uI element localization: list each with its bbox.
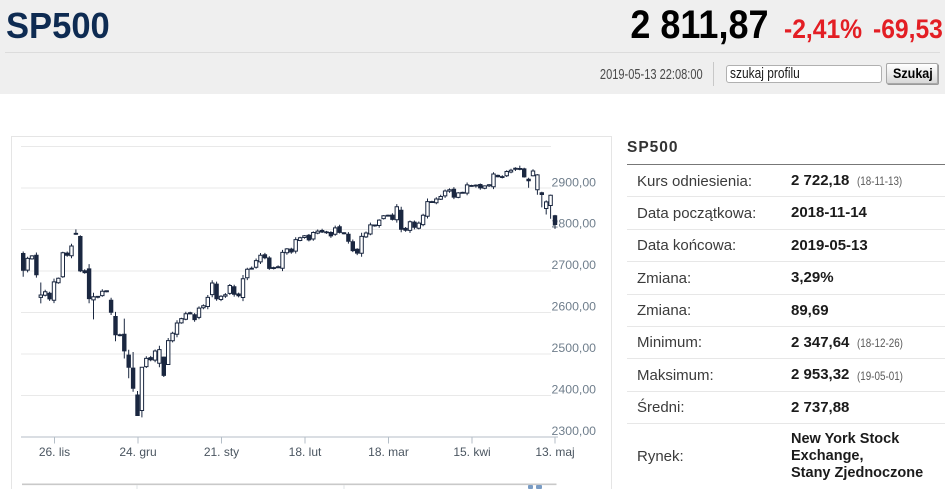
svg-text:2900,00: 2900,00 bbox=[552, 175, 597, 189]
svg-text:21. sty: 21. sty bbox=[204, 445, 239, 459]
svg-text:13. maj: 13. maj bbox=[535, 445, 574, 459]
svg-text:18. mar: 18. mar bbox=[368, 445, 409, 459]
svg-text:2800,00: 2800,00 bbox=[552, 217, 597, 231]
svg-text:26. lis: 26. lis bbox=[39, 445, 70, 459]
svg-text:2500,00: 2500,00 bbox=[552, 341, 597, 355]
svg-text:15. kwi: 15. kwi bbox=[453, 445, 490, 459]
svg-text:2600,00: 2600,00 bbox=[552, 300, 597, 314]
svg-text:2400,00: 2400,00 bbox=[552, 383, 597, 397]
svg-text:2300,00: 2300,00 bbox=[552, 424, 597, 438]
svg-text:24. gru: 24. gru bbox=[119, 445, 156, 459]
svg-text:2700,00: 2700,00 bbox=[552, 258, 597, 272]
svg-text:18. lut: 18. lut bbox=[289, 445, 322, 459]
